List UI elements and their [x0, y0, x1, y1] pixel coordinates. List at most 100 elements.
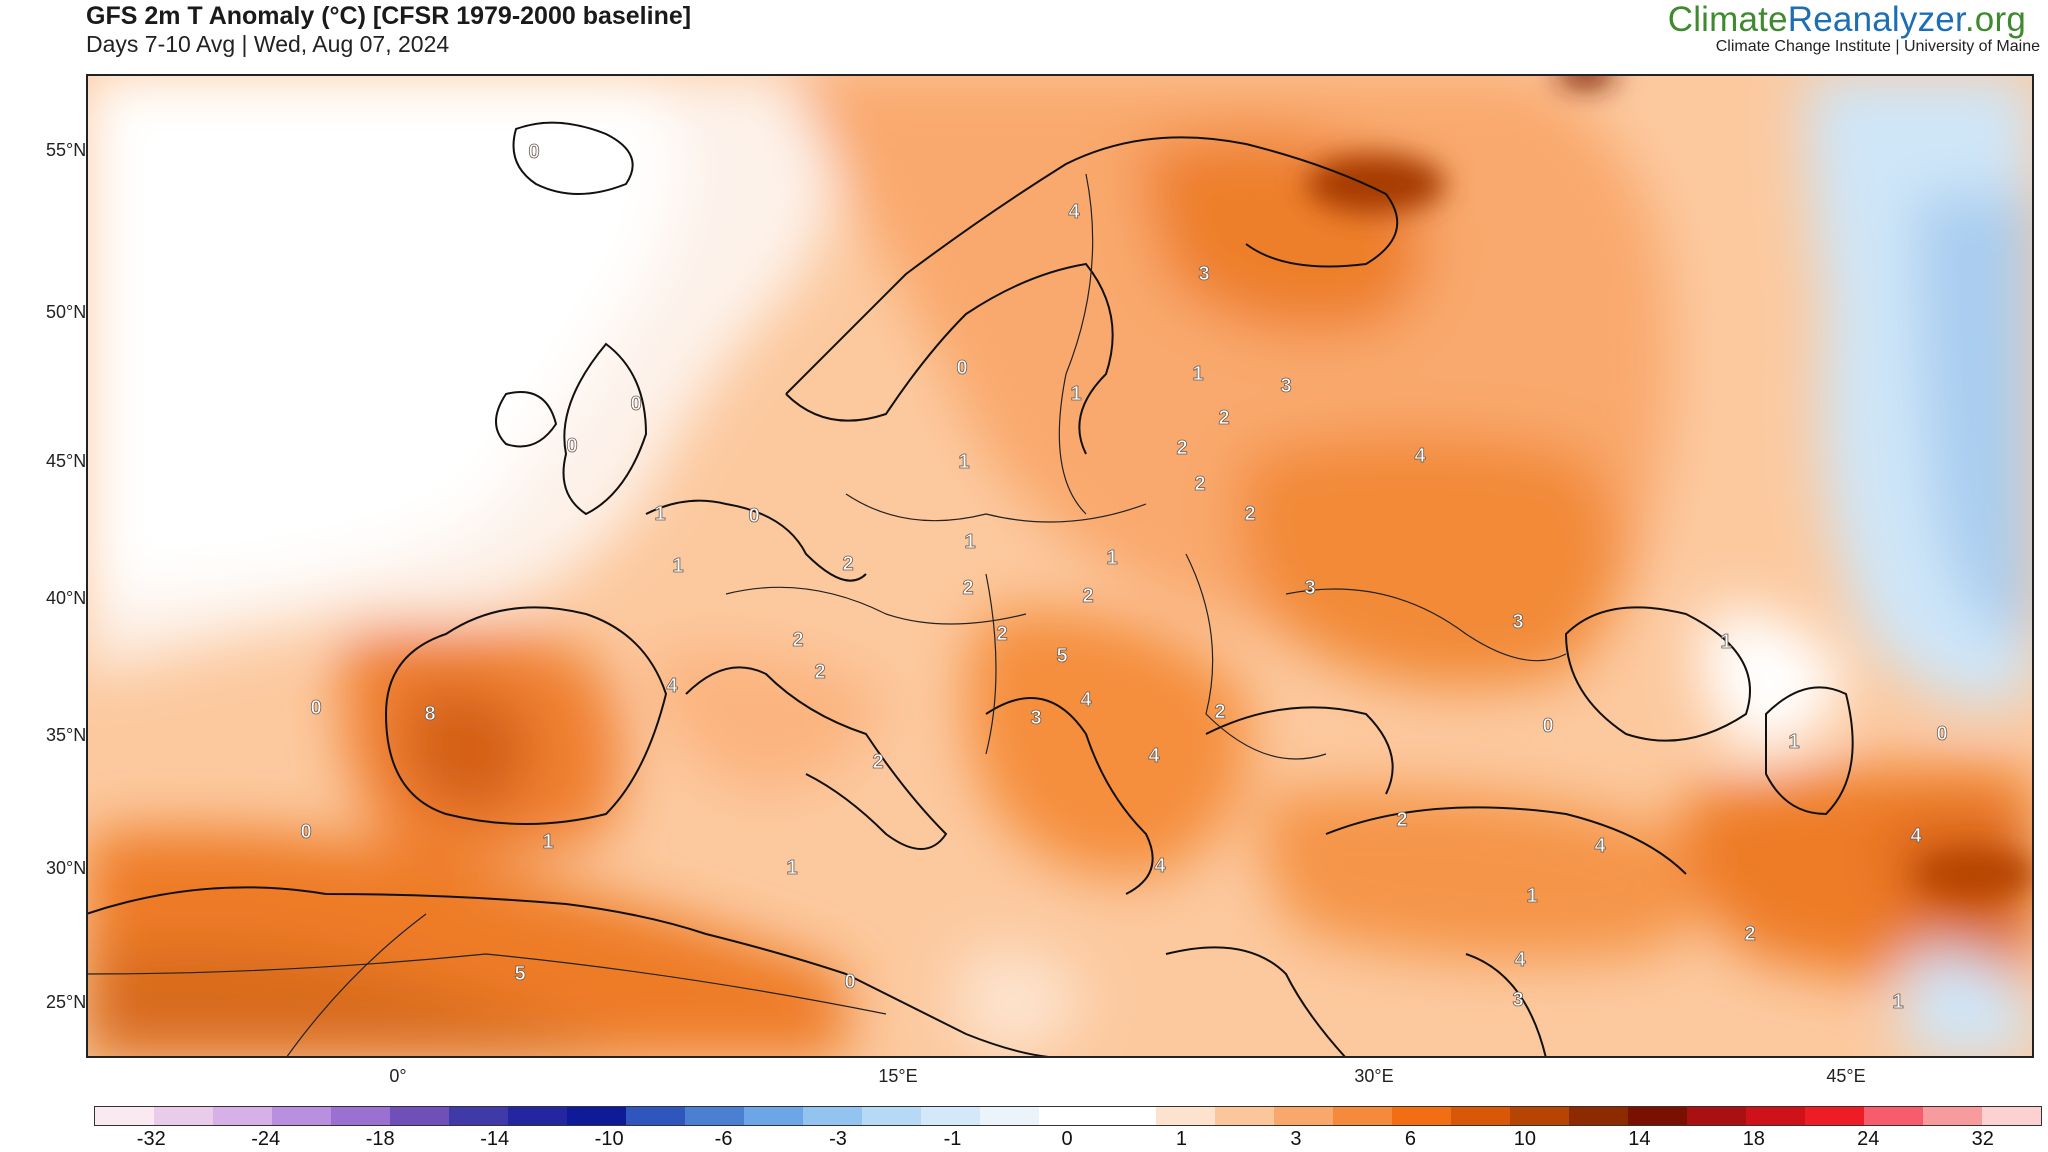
site-logo[interactable]: ClimateReanalyzer.org [1668, 0, 2026, 40]
lon-label-0: 0° [389, 1066, 407, 1086]
value-label-caspian-north: 1 [1720, 631, 1731, 653]
value-label-latvia: 2 [1176, 437, 1187, 459]
value-label-turkey-west: 2 [1396, 809, 1407, 831]
value-label-scotland: 0 [630, 393, 641, 415]
value-label-romania: 2 [1214, 701, 1225, 723]
lat-label-40: 40°N [46, 588, 87, 608]
colorbar-tick-label: -24 [251, 1128, 281, 1150]
lat-label-30: 30°N [46, 858, 87, 878]
colorbar-tick-label: 6 [1404, 1128, 1416, 1150]
colorbar-swatch [979, 1107, 1039, 1125]
colorbar-swatch [1864, 1107, 1924, 1125]
colorbar-swatch [95, 1107, 154, 1125]
colorbar-tick-label: -14 [480, 1128, 510, 1150]
value-label-israel: 3 [1512, 989, 1523, 1011]
value-label-netherlands: 0 [748, 505, 759, 527]
colorbar-swatch [1392, 1107, 1452, 1125]
colorbar-tick-label: 14 [1628, 1128, 1651, 1150]
colorbar-swatch [389, 1107, 449, 1125]
colorbar-tick-label: 18 [1742, 1128, 1765, 1150]
value-label-bulgaria: 4 [1148, 745, 1160, 767]
value-label-finland-south: 1 [1192, 363, 1203, 385]
chart-title: GFS 2m T Anomaly (°C) [CFSR 1979-2000 ba… [86, 2, 692, 30]
value-label-tunisia: 1 [786, 857, 797, 879]
value-label-azerbaijan: 0 [1936, 723, 1947, 745]
value-label-lithuania: 2 [1194, 473, 1205, 495]
logo-part-1: Climate [1667, 0, 1788, 39]
value-label-spain: 8 [424, 703, 435, 725]
colorbar-swatch [1215, 1107, 1275, 1125]
value-label-algeria-north: 1 [542, 831, 553, 853]
colorbar-swatch [743, 1107, 803, 1125]
value-label-algeria-south: 5 [514, 963, 525, 985]
lat-label-35: 35°N [46, 725, 87, 745]
colorbar-swatch [625, 1107, 685, 1125]
lat-label-45: 45°N [46, 451, 87, 471]
value-label-southern-norway: 0 [956, 357, 967, 379]
colorbar-tick-label: -6 [714, 1128, 733, 1150]
colorbar-tick-label: -32 [136, 1128, 166, 1150]
lat-label-50: 50°N [46, 302, 87, 322]
colorbar-swatch [1097, 1107, 1157, 1125]
colorbar-swatch [153, 1107, 213, 1125]
hotspots [1306, 74, 2034, 898]
colorbar-swatch [566, 1107, 626, 1125]
colorbar-swatch [330, 1107, 390, 1125]
colorbar-swatch [1274, 1107, 1334, 1125]
lat-label-55: 55°N [46, 140, 87, 160]
value-label-sweden: 1 [1070, 383, 1081, 405]
value-label-libya: 0 [844, 971, 855, 993]
value-label-ireland: 0 [566, 435, 577, 457]
lon-label-30e: 30°E [1354, 1066, 1394, 1086]
value-label-czechia: 2 [962, 577, 973, 599]
value-label-england: 1 [654, 503, 665, 525]
colorbar-swatch [1333, 1107, 1393, 1125]
lon-label-15e: 15°E [878, 1066, 918, 1086]
value-label-kola-karelia: 3 [1198, 263, 1209, 285]
value-label-iceland: 0 [528, 141, 539, 163]
value-label-greece: 4 [1154, 855, 1166, 877]
colorbar-swatch [212, 1107, 272, 1125]
lon-label-45e: 45°E [1826, 1066, 1866, 1086]
colorbar-swatch [1628, 1107, 1688, 1125]
colorbar-swatch [1687, 1107, 1747, 1125]
region-value-labels: 0 4 3 0 1 1 3 0 0 2 1 2 4 1 0 2 2 1 1 2 … [300, 141, 1948, 1014]
value-label-volga: 3 [1512, 611, 1523, 633]
colorbar-tick-label: 1 [1175, 1128, 1188, 1150]
map-frame [86, 74, 2034, 1058]
value-label-iraq: 2 [1744, 923, 1755, 945]
value-label-baltics: 2 [1218, 407, 1229, 429]
value-label-austria: 2 [996, 623, 1007, 645]
value-label-slovakia: 2 [1082, 585, 1093, 607]
logo-part-3: .org [1964, 0, 2026, 39]
value-label-st-petersburg: 3 [1280, 375, 1291, 397]
value-label-denmark: 1 [958, 451, 969, 473]
anomaly-field [86, 74, 2034, 1058]
colorbar [94, 1106, 2042, 1126]
colorbar-swatch [1805, 1107, 1865, 1125]
value-label-morocco: 0 [300, 821, 311, 843]
colorbar-tick-label: 32 [1971, 1128, 1994, 1150]
value-label-bosnia: 3 [1030, 707, 1041, 729]
value-label-ukraine: 3 [1304, 577, 1315, 599]
colorbar-swatch [1982, 1107, 2041, 1125]
colorbar-swatch [1038, 1107, 1098, 1125]
value-label-persian-gulf: 1 [1892, 991, 1903, 1013]
anomaly-map: 0 4 3 0 1 1 3 0 0 2 1 2 4 1 0 2 2 1 1 2 … [86, 74, 2034, 1058]
value-label-france-north: 1 [672, 555, 683, 577]
colorbar-tick-label: -3 [829, 1128, 847, 1150]
colorbar-tick-label: -10 [594, 1128, 624, 1150]
value-label-poland: 1 [1106, 547, 1117, 569]
colorbar-swatch [1156, 1107, 1216, 1125]
colorbar-swatch [1923, 1107, 1982, 1125]
value-label-serbia: 4 [1080, 689, 1092, 711]
value-label-northern-italy: 2 [814, 661, 825, 683]
colorbar-swatch [507, 1107, 567, 1125]
colorbar-tick-label: 3 [1290, 1128, 1302, 1150]
colorbar-swatch [684, 1107, 744, 1125]
colorbar-swatch [1510, 1107, 1570, 1125]
value-label-germany-north: 1 [964, 531, 975, 553]
colorbar-swatch [861, 1107, 921, 1125]
value-label-belarus: 2 [1244, 503, 1255, 525]
value-label-portugal: 0 [310, 697, 321, 719]
